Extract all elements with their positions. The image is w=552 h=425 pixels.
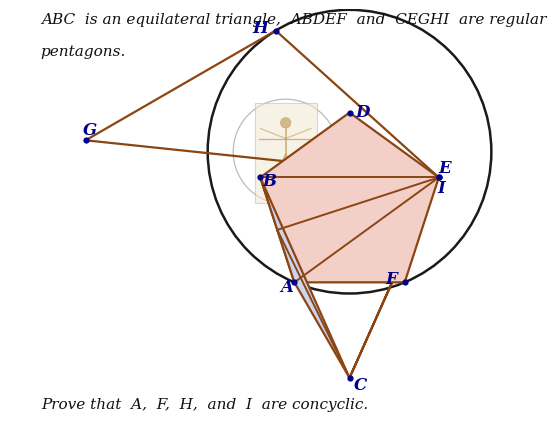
Text: H: H	[252, 20, 268, 37]
Text: C: C	[354, 377, 367, 394]
Text: D: D	[355, 104, 370, 121]
FancyBboxPatch shape	[254, 103, 317, 203]
Text: G: G	[83, 122, 97, 139]
Text: F: F	[385, 271, 397, 288]
Text: E: E	[438, 160, 450, 177]
Text: ABC  is an equilateral triangle,  ABDEF  and  CEGHI  are regular: ABC is an equilateral triangle, ABDEF an…	[41, 13, 546, 27]
Text: B: B	[262, 173, 276, 190]
Text: I: I	[437, 180, 445, 197]
Text: A: A	[280, 279, 293, 296]
Polygon shape	[260, 177, 349, 378]
Text: pentagons.: pentagons.	[41, 45, 126, 59]
Circle shape	[280, 118, 291, 128]
Text: Prove that  A,  F,  H,  and  I  are concyclic.: Prove that A, F, H, and I are concyclic.	[41, 398, 368, 412]
Polygon shape	[260, 113, 439, 282]
